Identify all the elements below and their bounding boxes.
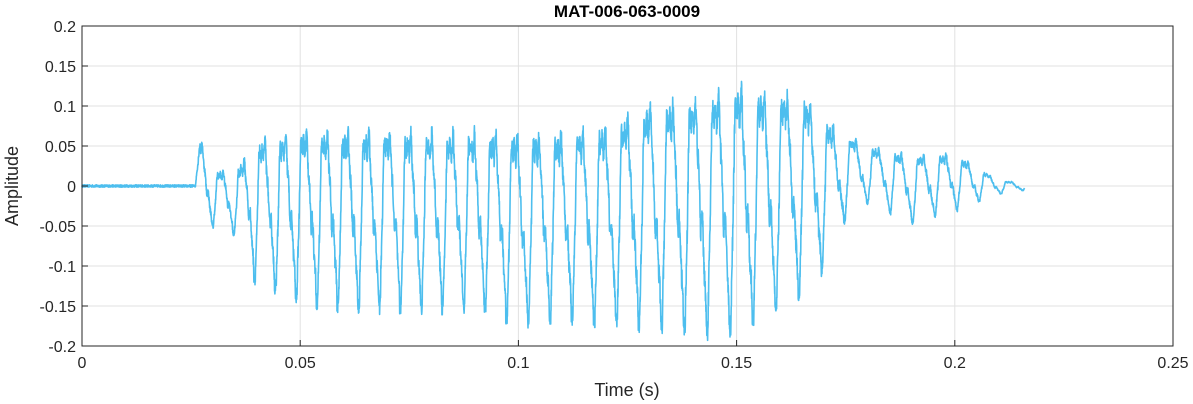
y-axis-label: Amplitude bbox=[2, 146, 22, 226]
y-tick-label: 0 bbox=[67, 179, 76, 196]
y-tick-label: 0.15 bbox=[45, 59, 76, 76]
y-tick-label: 0.05 bbox=[45, 139, 76, 156]
x-tick-label: 0.2 bbox=[944, 355, 966, 372]
x-tick-label: 0.25 bbox=[1157, 355, 1188, 372]
y-tick-label: 0.2 bbox=[54, 19, 76, 36]
x-tick-label: 0.05 bbox=[285, 355, 316, 372]
waveform-line bbox=[81, 80, 1026, 342]
x-axis-ticks: 0 0.05 0.1 0.15 0.2 0.25 bbox=[78, 340, 1189, 372]
x-tick-label: 0.15 bbox=[721, 355, 752, 372]
y-tick-label: -0.2 bbox=[48, 339, 76, 356]
plot-area bbox=[81, 80, 1026, 342]
x-tick-label: 0 bbox=[78, 355, 87, 372]
x-tick-label: 0.1 bbox=[507, 355, 529, 372]
y-tick-label: 0.1 bbox=[54, 99, 76, 116]
y-tick-label: -0.1 bbox=[48, 259, 76, 276]
chart-title: MAT-006-063-0009 bbox=[554, 2, 700, 21]
y-axis-ticks: -0.2 -0.15 -0.1 -0.05 0 0.05 0.1 0.15 0.2 bbox=[40, 19, 88, 356]
x-axis-label: Time (s) bbox=[594, 380, 659, 400]
y-tick-label: -0.05 bbox=[40, 219, 77, 236]
y-tick-label: -0.15 bbox=[40, 299, 77, 316]
